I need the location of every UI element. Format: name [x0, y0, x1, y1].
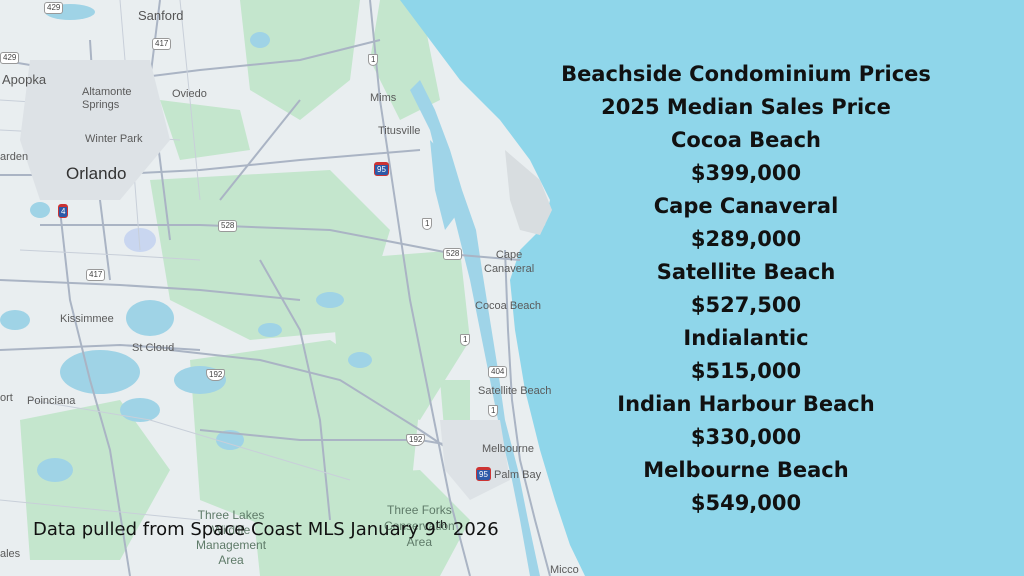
place-cape-canaveral: Cape Canaveral	[484, 249, 535, 275]
place-titusville: Titusville	[378, 125, 421, 137]
place-sanford: Sanford	[138, 8, 184, 23]
place-apopka: Apopka	[2, 72, 47, 87]
area-price: $549,000	[690, 491, 802, 515]
area-price: $399,000	[690, 161, 802, 185]
place-satellite-beach: Satellite Beach	[478, 385, 552, 397]
route-528-shield: 528	[218, 220, 238, 232]
place-melbourne: Melbourne	[482, 443, 534, 455]
area-name: Indialantic	[683, 326, 809, 350]
place-altamonte-springs: Altamonte Springs	[82, 86, 132, 111]
us-1-shield-mid: 1	[422, 218, 433, 230]
place-winter-park: Winter Park	[85, 133, 143, 145]
place-oviedo: Oviedo	[172, 88, 207, 100]
footnote-ordinal: th	[435, 518, 448, 531]
us-1-shield-south: 1	[460, 334, 471, 346]
place-palm-bay: Palm Bay	[494, 469, 542, 481]
ocean	[400, 0, 1024, 576]
place-orlando: Orlando	[66, 164, 127, 183]
area-name: Cocoa Beach	[670, 128, 821, 152]
area-name: Melbourne Beach	[643, 458, 849, 482]
i95-shield-south: 95	[476, 467, 491, 481]
route-417-shield: 417	[152, 38, 172, 50]
area-name: Cape Canaveral	[653, 194, 839, 218]
area-name: Indian Harbour Beach	[617, 392, 875, 416]
lakes	[0, 4, 372, 482]
place-ort: ort	[0, 392, 13, 404]
place-cocoa-beach: Cocoa Beach	[475, 300, 542, 312]
route-429b-shield: 429	[0, 52, 20, 64]
place-micco: Micco	[550, 564, 579, 576]
us-1-shield-melbourne: 1	[488, 405, 499, 417]
place-three-forks: Three Forks Conservation Area	[384, 503, 455, 549]
place-poinciana: Poinciana	[27, 395, 76, 407]
price-panel: Beachside Condominium Prices 2025 Median…	[520, 58, 972, 520]
us-1-shield-north: 1	[368, 54, 379, 66]
place-mims: Mims	[370, 92, 397, 104]
footnote-text: Data pulled from Space Coast MLS January…	[33, 519, 436, 540]
area-name: Satellite Beach	[656, 260, 836, 284]
place-three-lakes: Three Lakes Wildlife Management Area	[196, 508, 267, 567]
area-price: $527,500	[690, 293, 802, 317]
headline-subtitle: 2025 Median Sales Price	[601, 95, 891, 119]
data-source-footnote: Data pulled from Space Coast MLS January…	[33, 518, 499, 540]
route-404-shield: 404	[488, 366, 508, 378]
i95-shield-north: 95	[374, 162, 389, 176]
us-192b-shield: 192	[406, 434, 426, 446]
area-price: $289,000	[690, 227, 802, 251]
place-ales: ales	[0, 548, 21, 560]
area-price: $515,000	[690, 359, 802, 383]
place-garden: arden	[0, 151, 29, 163]
footnote-year: 2026	[447, 519, 499, 540]
area-price: $330,000	[690, 425, 802, 449]
place-st-cloud: St Cloud	[132, 342, 175, 354]
i4-shield: 4	[58, 204, 69, 218]
lagoon	[410, 80, 540, 576]
route-429-shield: 429	[44, 2, 64, 14]
place-kissimmee: Kissimmee	[60, 313, 114, 325]
headline-title: Beachside Condominium Prices	[561, 62, 931, 86]
route-528b-shield: 528	[443, 248, 463, 260]
route-417b-shield: 417	[86, 269, 106, 281]
